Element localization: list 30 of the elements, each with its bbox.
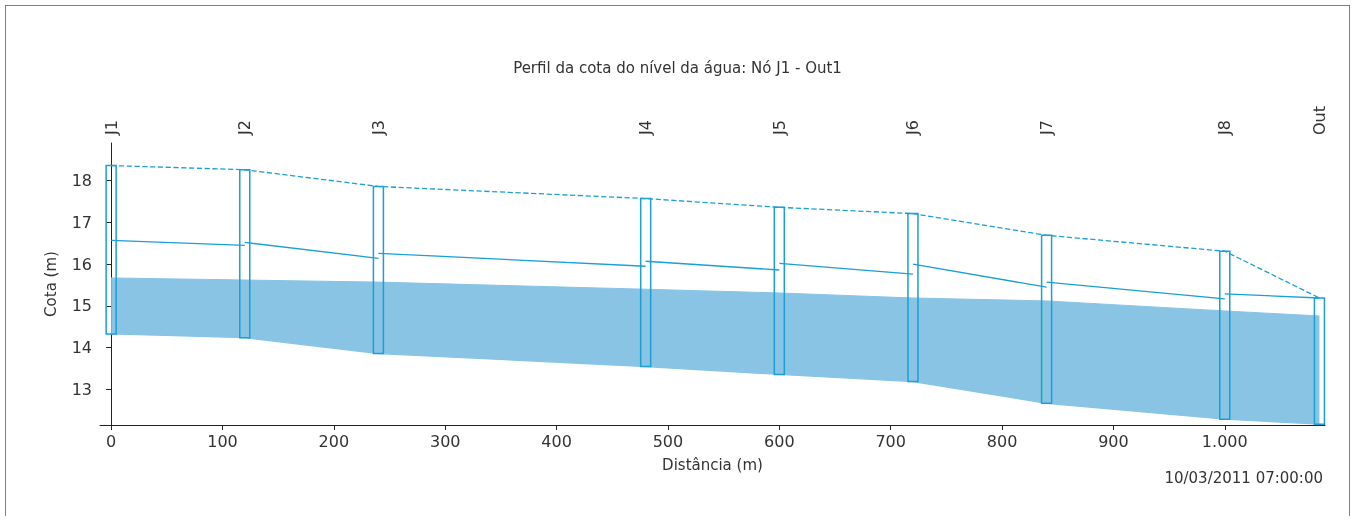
- x-axis-title: Distância (m): [662, 455, 763, 474]
- text: J6: [903, 120, 923, 136]
- x-tick-label: 0: [106, 431, 117, 451]
- x-tick-label: 600: [764, 431, 795, 451]
- x-tick-label: 100: [207, 431, 238, 451]
- text: J7: [1037, 120, 1057, 136]
- y-tick-label: 14: [71, 338, 92, 358]
- x-tick-label: 1.000: [1201, 431, 1248, 451]
- text: J3: [368, 120, 388, 136]
- x-tick-label: 800: [986, 431, 1018, 451]
- x-tick-label: 400: [541, 431, 572, 451]
- x-tick-label: 700: [875, 431, 906, 451]
- text: 10/03/2011 07:00:00: [1164, 468, 1323, 487]
- y-tick-label: 17: [71, 212, 92, 232]
- chart-title: Perfil da cota do nível da água: Nó J1 - Out1: [513, 58, 842, 77]
- text: J2: [235, 120, 255, 136]
- y-axis-title: Cota (m): [41, 251, 60, 317]
- y-tick-label: 13: [71, 379, 92, 399]
- text: J5: [769, 120, 789, 136]
- text: J1: [101, 120, 121, 136]
- text: J4: [636, 120, 656, 136]
- y-tick-label: 18: [71, 171, 92, 191]
- text: J8: [1215, 120, 1235, 136]
- x-tick-label: 500: [652, 431, 684, 451]
- text: Out: [1309, 105, 1329, 135]
- x-tick-label: 900: [1098, 431, 1129, 451]
- y-tick-label: 15: [71, 296, 92, 316]
- y-tick-label: 16: [71, 254, 92, 274]
- x-tick-label: 300: [429, 431, 461, 451]
- x-tick-label: 200: [318, 431, 350, 451]
